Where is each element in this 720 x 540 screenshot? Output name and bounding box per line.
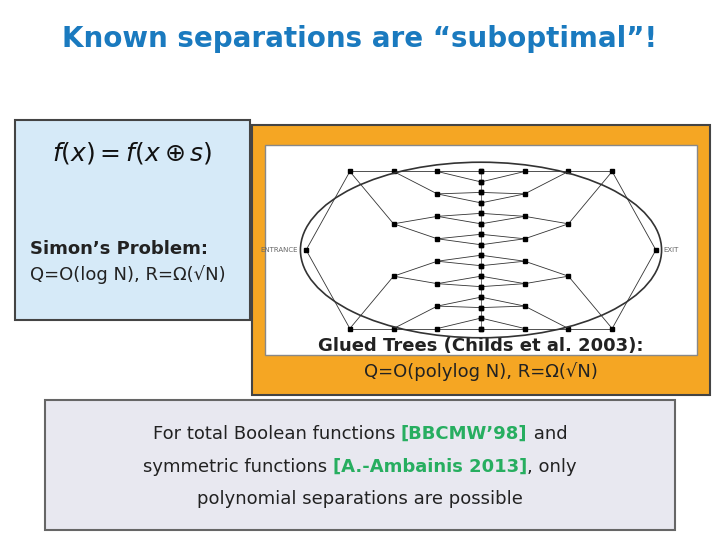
- FancyBboxPatch shape: [45, 400, 675, 530]
- Text: symmetric functions: symmetric functions: [143, 458, 333, 476]
- Text: [A.-Ambainis 2013]: [A.-Ambainis 2013]: [333, 458, 527, 476]
- FancyBboxPatch shape: [265, 145, 697, 355]
- Text: ENTRANCE: ENTRANCE: [261, 247, 298, 253]
- Text: [BBCMW’98]: [BBCMW’98]: [401, 425, 528, 443]
- Text: , only: , only: [527, 458, 577, 476]
- Text: $f(x)= f(x \oplus s)$: $f(x)= f(x \oplus s)$: [53, 140, 212, 166]
- FancyBboxPatch shape: [252, 125, 710, 395]
- Text: Glued Trees (Childs et al. 2003):: Glued Trees (Childs et al. 2003):: [318, 337, 644, 355]
- Text: EXIT: EXIT: [664, 247, 679, 253]
- Text: Known separations are “suboptimal”!: Known separations are “suboptimal”!: [63, 25, 657, 53]
- Text: Q=O(polylog N), R=Ω(√N): Q=O(polylog N), R=Ω(√N): [364, 362, 598, 381]
- Text: Simon’s Problem:: Simon’s Problem:: [30, 240, 208, 258]
- Text: and: and: [528, 425, 567, 443]
- Text: polynomial separations are possible: polynomial separations are possible: [197, 490, 523, 508]
- Text: For total Boolean functions: For total Boolean functions: [153, 425, 401, 443]
- FancyBboxPatch shape: [15, 120, 250, 320]
- Text: Q=O(log N), R=Ω(√N): Q=O(log N), R=Ω(√N): [30, 265, 225, 284]
